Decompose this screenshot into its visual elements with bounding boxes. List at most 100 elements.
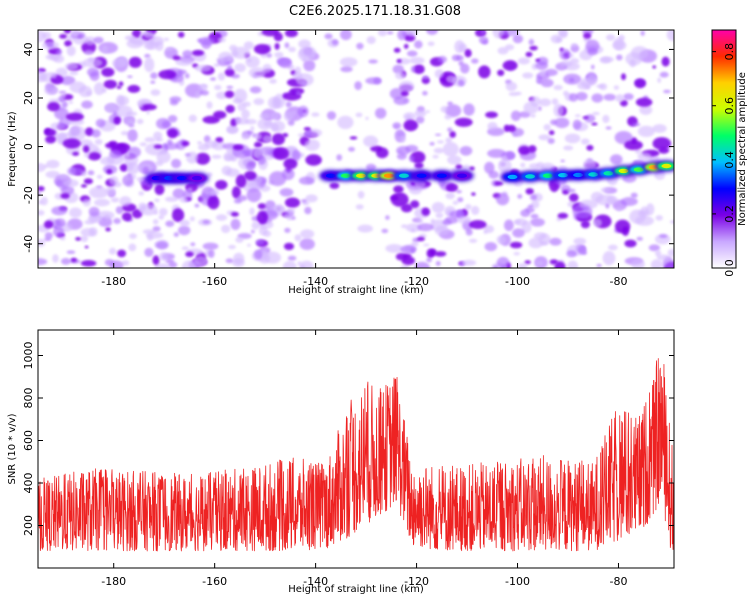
spectrogram-noise-speckle (53, 54, 65, 63)
spectrogram-noise-speckle (103, 79, 118, 89)
y-tick-label: 20 (22, 91, 35, 105)
spectrogram-noise-speckle (502, 60, 518, 71)
y-tick-label: 200 (22, 515, 35, 536)
signal-band-core (457, 173, 467, 178)
spectrogram-noise-speckle (478, 36, 489, 44)
spectrogram-noise-speckle (429, 142, 435, 146)
spectrogram-noise-speckle (175, 58, 193, 66)
spectrogram-noise-speckle (657, 77, 662, 83)
spectrogram-noise-speckle (445, 183, 458, 192)
spectrogram-noise-speckle (586, 144, 594, 151)
spectrogram-noise-speckle (493, 265, 499, 268)
spectrogram-noise-speckle (405, 30, 418, 37)
spectrogram-noise-speckle (106, 186, 116, 196)
colorbar-tick-label: 0.2 (723, 205, 736, 223)
colorbar-tick-label: 0.8 (723, 43, 736, 61)
spectrogram-noise-speckle (87, 152, 101, 161)
spectrogram-noise-speckle (572, 119, 582, 130)
spectrogram-noise-speckle (147, 183, 152, 188)
spectrogram-noise-speckle (224, 90, 235, 99)
spectrogram-noise-speckle (522, 72, 534, 79)
spectrogram-panel: -180 -160 -140 -120 -100 -80 -40 -20 0 20 40 Heig… (7, 29, 675, 296)
spectrogram-noise-speckle (540, 78, 554, 88)
spectrogram-noise-speckle (232, 98, 243, 104)
spectrogram-noise-speckle (566, 250, 577, 258)
spectrogram-noise-speckle (591, 122, 598, 126)
spectrogram-noise-speckle (255, 239, 265, 246)
spectrogram-noise-speckle (270, 123, 279, 132)
spectrogram-noise-speckle (392, 122, 402, 129)
spectrogram-noise-speckle (535, 61, 548, 70)
spectrogram-noise-speckle (273, 32, 283, 42)
spectrogram-noise-speckle (329, 182, 340, 189)
spectrogram-noise-speckle (171, 158, 182, 169)
spectrogram-noise-speckle (142, 166, 149, 174)
spectrogram-noise-speckle (663, 89, 671, 94)
spectrogram-noise-speckle (217, 72, 226, 81)
spectrogram-noise-speckle (127, 75, 133, 78)
spectrogram-noise-speckle (215, 214, 228, 221)
spectrogram-noise-speckle (414, 261, 430, 268)
spectrogram-noise-speckle (530, 213, 539, 219)
spectrogram-noise-speckle (356, 42, 364, 50)
spectrogram-noise-speckle (648, 244, 661, 252)
spectrogram-noise-speckle (154, 263, 171, 268)
spectrogram-noise-speckle (259, 113, 270, 120)
spectrogram-noise-speckle (84, 49, 94, 56)
spectrogram-noise-speckle (462, 259, 477, 266)
spectrogram-noise-speckle (447, 155, 462, 165)
spectrogram-noise-speckle (38, 30, 47, 43)
spectrogram-noise-speckle (131, 30, 142, 38)
spectrogram-noise-speckle (416, 236, 425, 242)
spectrogram-noise-speckle (266, 53, 273, 58)
spectrogram-noise-speckle (58, 90, 67, 94)
spectrogram-noise-speckle (357, 224, 374, 233)
spectrogram-noise-speckle (348, 146, 355, 152)
spectrogram-noise-speckle (246, 188, 262, 203)
spectrogram-noise-speckle (69, 71, 79, 76)
spectrogram-noise-speckle (634, 149, 642, 154)
y-tick-label: 400 (22, 473, 35, 494)
x-tick-label: -100 (505, 575, 530, 588)
spectrogram-noise-speckle (349, 136, 358, 140)
spectrogram-noise-speckle (667, 249, 674, 257)
spectrogram-noise-speckle (456, 190, 462, 194)
spectrogram-noise-speckle (395, 71, 406, 80)
spectrogram-noise-speckle (336, 154, 343, 161)
spectrogram-noise-speckle (298, 39, 311, 49)
spectrogram-noise-speckle (87, 57, 95, 63)
spectrogram-noise-speckle (547, 138, 555, 144)
spectrogram-noise-speckle (525, 51, 533, 58)
spectrogram-noise-speckle (251, 229, 255, 234)
spectrogram-noise-speckle (436, 140, 445, 144)
spectrogram-noise-speckle (127, 84, 141, 93)
spectrogram-noise-speckle (605, 203, 610, 209)
signal-band-core (633, 167, 644, 172)
spectrogram-noise-speckle (44, 86, 59, 95)
spectrogram-noise-speckle (59, 236, 66, 241)
spectrogram-noise-speckle (55, 48, 63, 55)
spectrogram-noise-speckle (554, 261, 566, 268)
spectrogram-noise-speckle (82, 198, 91, 207)
spectrogram-noise-speckle (560, 60, 573, 67)
spectrogram-noise-speckle (292, 71, 303, 80)
spectrogram-noise-speckle (403, 119, 418, 132)
signal-band-core (416, 173, 427, 178)
spectrogram-noise-speckle (652, 137, 672, 150)
spectrogram-noise-speckle (496, 192, 510, 206)
spectrogram-noise-speckle (602, 114, 610, 124)
spectrogram-noise-speckle (53, 226, 64, 237)
spectrogram-noise-speckle (45, 54, 56, 60)
spectrogram-noise-speckle (496, 256, 510, 268)
signal-band-core (383, 173, 394, 178)
spectrogram-noise-speckle (263, 230, 272, 237)
spectrogram-noise-speckle (591, 93, 604, 103)
spectrogram-noise-speckle (631, 122, 641, 127)
spectrogram-noise-speckle (139, 142, 147, 147)
spectrogram-noise-speckle (553, 84, 563, 91)
spectrogram-noise-speckle (459, 146, 473, 156)
spectrogram-noise-speckle (197, 143, 210, 151)
spectrogram-noise-speckle (230, 218, 241, 230)
y-tick-label: 0 (22, 143, 35, 150)
spectrogram-noise-speckle (298, 176, 315, 185)
